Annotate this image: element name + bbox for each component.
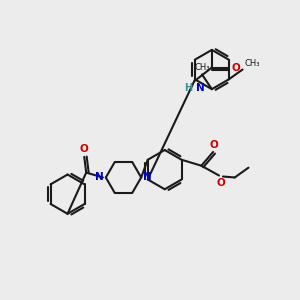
Text: CH₃: CH₃ [194, 64, 210, 73]
Text: O: O [232, 63, 240, 73]
Text: O: O [217, 178, 225, 188]
Text: O: O [80, 144, 88, 154]
Text: N: N [196, 83, 205, 93]
Text: N: N [143, 172, 152, 182]
Text: H: H [184, 83, 192, 93]
Text: CH₃: CH₃ [244, 58, 260, 68]
Text: O: O [210, 140, 218, 150]
Text: N: N [95, 172, 104, 182]
